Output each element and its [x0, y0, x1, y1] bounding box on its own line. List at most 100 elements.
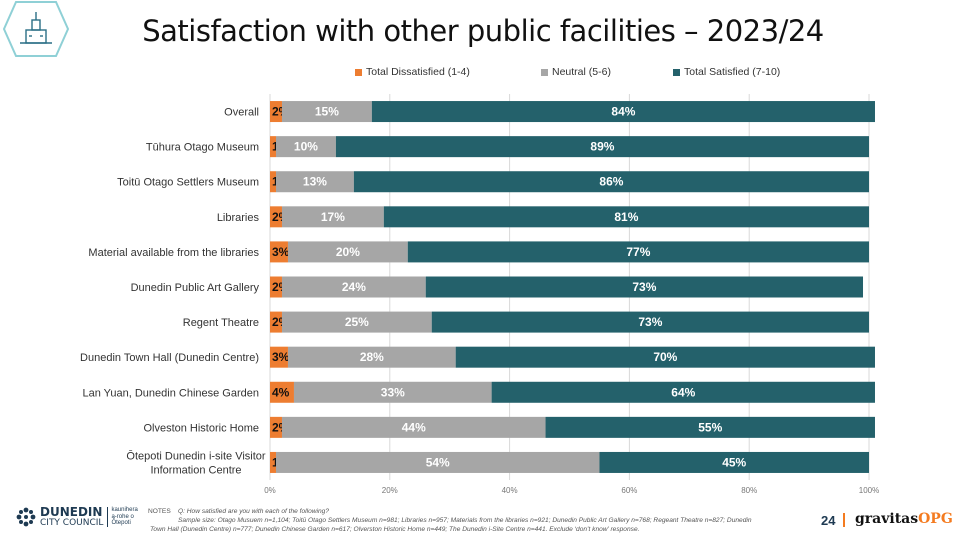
- data-label: 73%: [638, 315, 662, 329]
- legend-item-dissatisfied: Total Dissatisfied (1-4): [355, 66, 470, 78]
- bar-segment-dissatisfied: [270, 311, 282, 333]
- bar-segment-satisfied: [335, 136, 869, 158]
- page-number: 24: [821, 513, 836, 528]
- bar-segment-dissatisfied: [270, 206, 282, 228]
- legend-label-satisfied: Total Satisfied (7-10): [684, 66, 781, 78]
- bar-segment-dissatisfied: [270, 276, 282, 298]
- bar-segment-satisfied: [545, 416, 875, 438]
- bar-segment-satisfied: [371, 101, 875, 123]
- data-label: 64%: [671, 385, 695, 399]
- legend-item-neutral: Neutral (5-6): [541, 66, 611, 78]
- bar-segment-satisfied: [407, 241, 869, 263]
- data-label: 54%: [426, 455, 450, 469]
- category-label: Lan Yuan, Dunedin Chinese Garden: [82, 387, 259, 399]
- bar-segment-neutral: [281, 416, 546, 438]
- x-tick-label: 60%: [621, 486, 637, 495]
- data-label: 86%: [599, 175, 623, 189]
- x-tick-label: 20%: [382, 486, 398, 495]
- logo-maori-line-3: Ōtepoti: [111, 520, 131, 527]
- legend-label-neutral: Neutral (5-6): [552, 66, 611, 78]
- data-label: 17%: [321, 210, 345, 224]
- brand-main-text: gravitas: [855, 511, 919, 527]
- data-label: 25%: [345, 315, 369, 329]
- bar-segment-neutral: [287, 241, 408, 263]
- bar-segment-satisfied: [425, 276, 864, 298]
- logo-text-dunedin: DUNEDIN: [40, 505, 103, 519]
- bar-segment-neutral: [281, 276, 426, 298]
- bar-segment-dissatisfied: [270, 416, 282, 438]
- data-label: 4%: [272, 385, 290, 399]
- category-label: Olveston Historic Home: [143, 422, 259, 434]
- bar-segment-satisfied: [491, 381, 875, 403]
- bar-segment-neutral: [275, 171, 354, 193]
- notes-sample-line-1: Sample size: Otago Musuem n=1,104; Toitū…: [178, 517, 752, 524]
- brand-suffix-text: OPG: [918, 511, 953, 527]
- category-label: Toitū Otago Settlers Museum: [117, 177, 259, 189]
- legend-swatch-dissatisfied: [355, 68, 362, 76]
- logo-maori-line-2: a-rohe o: [111, 513, 134, 520]
- data-label: 77%: [626, 245, 650, 259]
- category-label: Tūhura Otago Museum: [146, 142, 259, 154]
- bar-segment-neutral: [275, 451, 600, 473]
- data-label: 20%: [336, 245, 360, 259]
- category-label: Overall: [224, 107, 259, 119]
- data-label: 33%: [381, 385, 405, 399]
- x-tick-label: 40%: [502, 486, 518, 495]
- category-label: Ōtepoti Dunedin i-site Visitor Informatio…: [126, 450, 266, 476]
- category-label: Libraries: [217, 212, 260, 224]
- legend-label-dissatisfied: Total Dissatisfied (1-4): [366, 66, 470, 78]
- bar-segment-neutral: [281, 101, 372, 123]
- data-label: 84%: [611, 105, 635, 119]
- bar-segment-dissatisfied: [270, 101, 282, 123]
- data-label: 81%: [614, 210, 638, 224]
- data-label: 55%: [698, 420, 722, 434]
- dcc-building-logo-icon: [2, 1, 70, 57]
- gravitas-opg-logo: gravitasOPG: [855, 511, 953, 527]
- category-label: Dunedin Public Art Gallery: [131, 282, 260, 294]
- bar-segment-dissatisfied: [270, 171, 276, 193]
- notes-sample-line-2: Town Hall (Dunedin Centre) n=777; Dunedi…: [150, 526, 640, 533]
- bar-segment-neutral: [281, 311, 432, 333]
- legend-swatch-satisfied: [673, 68, 680, 76]
- logo-maori-line-1: kaunihera: [111, 507, 138, 514]
- bar-segment-dissatisfied: [270, 451, 276, 473]
- bar-segment-satisfied: [431, 311, 869, 333]
- bar-segment-satisfied: [383, 206, 869, 228]
- bar-segment-neutral: [281, 206, 384, 228]
- data-label: 3%: [272, 350, 290, 364]
- bar-segment-dissatisfied: [270, 346, 288, 368]
- data-label: 44%: [402, 420, 426, 434]
- notes-question: Q: How satisfied are you with each of th…: [178, 508, 330, 515]
- bar-segment-neutral: [287, 346, 456, 368]
- bar-segment-neutral: [275, 136, 336, 158]
- legend-item-satisfied: Total Satisfied (7-10): [673, 66, 780, 78]
- x-tick-label: 0%: [264, 486, 276, 495]
- category-label: Regent Theatre: [183, 317, 259, 329]
- data-label: 70%: [653, 350, 677, 364]
- bar-segment-satisfied: [455, 346, 875, 368]
- bar-segment-satisfied: [353, 171, 869, 193]
- logo-maori-text: kaunihera a-rohe o Ōtepoti: [107, 507, 138, 527]
- data-label: 89%: [590, 140, 614, 154]
- dcc-flower-icon: [16, 507, 36, 527]
- x-tick-label: 80%: [741, 486, 757, 495]
- data-label: 73%: [632, 280, 656, 294]
- bar-segment-dissatisfied: [270, 136, 276, 158]
- bar-segment-satisfied: [599, 451, 869, 473]
- data-label: 10%: [294, 140, 318, 154]
- data-label: 15%: [315, 105, 339, 119]
- brand-divider: [843, 513, 845, 527]
- logo-text-city-council: CITY COUNCIL: [40, 518, 104, 528]
- bar-segment-dissatisfied: [270, 381, 294, 403]
- legend-swatch-neutral: [541, 68, 548, 76]
- x-tick-label: 100%: [859, 486, 879, 495]
- notes-label: NOTES: [148, 508, 171, 515]
- bar-segment-dissatisfied: [270, 241, 288, 263]
- data-label: 3%: [272, 245, 290, 259]
- data-label: 13%: [303, 175, 327, 189]
- data-label: 28%: [360, 350, 384, 364]
- dunedin-city-council-logo: DUNEDIN CITY COUNCIL kaunihera a-rohe o …: [16, 506, 138, 528]
- category-label: Dunedin Town Hall (Dunedin Centre): [80, 352, 259, 364]
- bar-segment-neutral: [293, 381, 492, 403]
